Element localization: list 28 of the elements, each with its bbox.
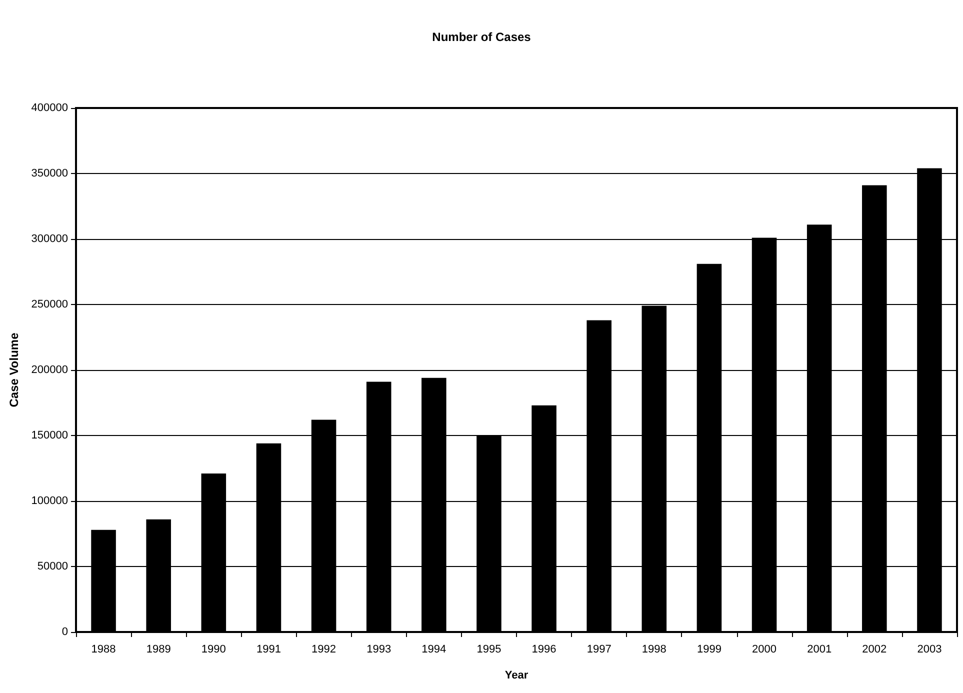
y-tick-label: 50000 [37, 560, 68, 572]
x-tick-label: 2003 [917, 644, 942, 656]
y-tick-label: 350000 [31, 168, 68, 180]
y-tick-label: 150000 [31, 430, 68, 442]
x-tick-label: 1988 [91, 644, 116, 656]
x-axis-title: Year [504, 670, 529, 682]
x-tick-label: 1996 [532, 644, 556, 656]
x-tick-label: 1993 [366, 644, 392, 656]
y-tick-label: 0 [62, 626, 68, 638]
x-tick-label: 1999 [696, 644, 722, 656]
x-tick-label: 1994 [422, 644, 446, 656]
x-tick-label: 1995 [476, 644, 502, 656]
y-tick-label: 400000 [31, 102, 68, 114]
x-tick-label: 1997 [586, 644, 612, 656]
x-tick-label: 1992 [312, 644, 336, 656]
y-axis-title: Case Volume [7, 332, 21, 408]
x-tick-label: 2001 [807, 644, 832, 656]
y-tick-label: 100000 [31, 495, 68, 507]
x-tick-label: 1990 [201, 644, 226, 656]
x-tick-label: 2000 [752, 644, 777, 656]
x-tick-label: 1998 [642, 644, 666, 656]
y-tick-label: 300000 [31, 233, 68, 245]
y-tick-label: 200000 [31, 364, 68, 376]
x-tick-label: 1991 [256, 644, 281, 656]
x-tick-label: 1989 [146, 644, 171, 656]
y-tick-label: 250000 [31, 298, 68, 310]
chart-title: Number of Cases [432, 30, 532, 44]
x-tick-label: 2002 [862, 644, 887, 656]
